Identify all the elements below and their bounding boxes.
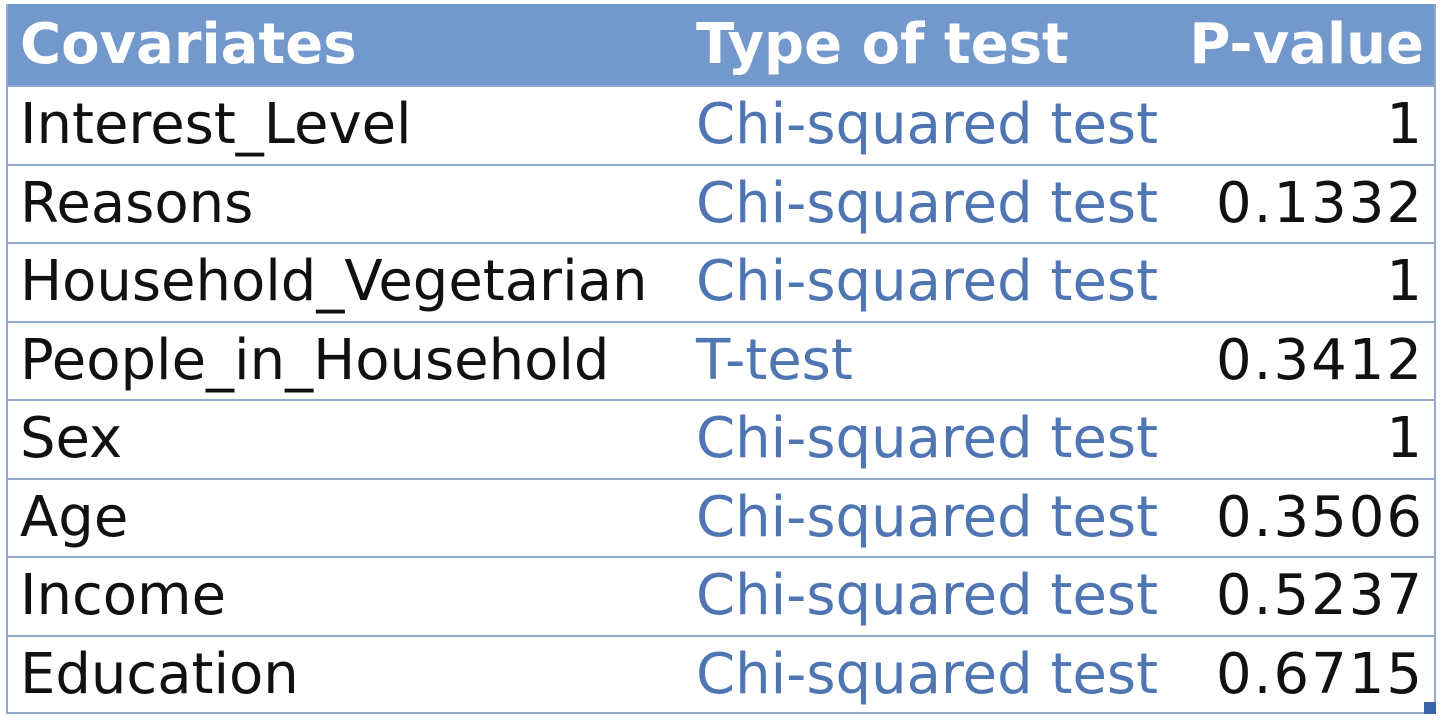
table-row: Reasons Chi-squared test 0.1332	[8, 163, 1434, 243]
test-type-cell: Chi-squared test	[696, 170, 1159, 236]
table-header-row: Covariates Type of test P-value	[8, 4, 1434, 85]
p-value-cell: 0.6715	[1216, 641, 1424, 707]
covariates-table: Covariates Type of test P-value Interest…	[6, 4, 1436, 714]
table-row: Age Chi-squared test 0.3506	[8, 477, 1434, 557]
p-value-cell: 1	[1386, 406, 1424, 472]
test-type-cell: Chi-squared test	[696, 484, 1159, 550]
resize-handle[interactable]	[1424, 702, 1436, 714]
table-row: Education Chi-squared test 0.6715	[8, 634, 1434, 714]
p-value-cell: 0.3412	[1216, 327, 1424, 393]
covariate-cell: People_in_Household	[20, 327, 610, 393]
table-row: Income Chi-squared test 0.5237	[8, 556, 1434, 635]
table-row: Interest_Level Chi-squared test 1	[8, 85, 1434, 164]
test-type-cell: Chi-squared test	[696, 406, 1159, 472]
header-p-value: P-value	[1189, 11, 1424, 77]
p-value-cell: 0.3506	[1216, 484, 1424, 550]
covariate-cell: Education	[20, 641, 299, 707]
test-type-cell: Chi-squared test	[696, 92, 1159, 158]
covariate-cell: Sex	[20, 406, 123, 472]
covariate-cell: Household_Vegetarian	[20, 249, 648, 315]
table-row: Household_Vegetarian Chi-squared test 1	[8, 242, 1434, 321]
p-value-cell: 0.5237	[1216, 563, 1424, 629]
p-value-cell: 1	[1386, 92, 1424, 158]
p-value-cell: 0.1332	[1216, 170, 1424, 236]
test-type-cell: Chi-squared test	[696, 249, 1159, 315]
header-type-of-test: Type of test	[696, 11, 1069, 77]
covariate-cell: Age	[20, 484, 129, 550]
p-value-cell: 1	[1386, 249, 1424, 315]
table-row: People_in_Household T-test 0.3412	[8, 320, 1434, 400]
covariate-cell: Interest_Level	[20, 92, 412, 158]
test-type-cell: Chi-squared test	[696, 641, 1159, 707]
header-covariates: Covariates	[20, 11, 357, 77]
table-row: Sex Chi-squared test 1	[8, 399, 1434, 478]
covariate-cell: Reasons	[20, 170, 254, 236]
test-type-cell: Chi-squared test	[696, 563, 1159, 629]
test-type-cell: T-test	[696, 327, 853, 393]
covariate-cell: Income	[20, 563, 227, 629]
